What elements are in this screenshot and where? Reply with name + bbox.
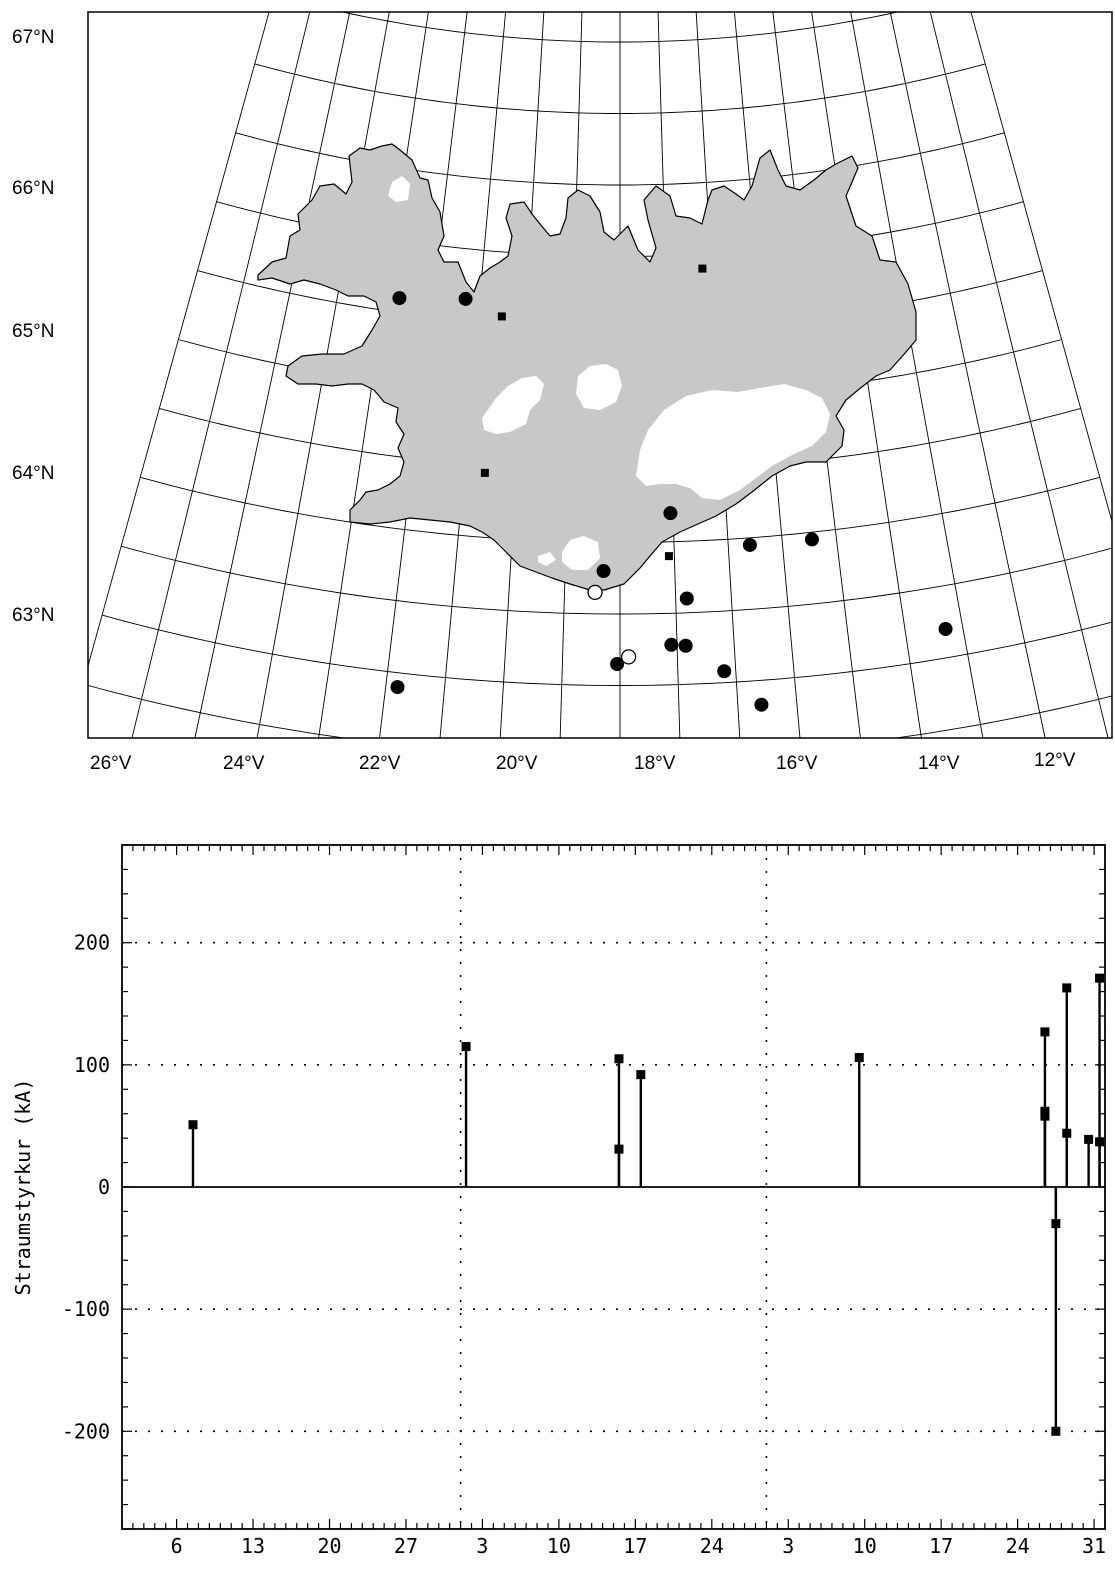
map-markers [390,264,953,712]
negative-strike-marker [620,649,637,665]
lat-label: 63°N [12,605,54,626]
lat-label: 66°N [12,178,54,199]
strike-marker [1062,1128,1072,1138]
strike-marker [1084,1134,1094,1144]
x-tick-label: 24 [700,1534,724,1558]
glacier-vatnajokull [636,384,830,500]
strike-marker [636,1070,646,1080]
strike-marker [1095,1137,1105,1147]
meridian-line [194,12,351,738]
y-axis-label: Straumstyrkur (kA) [11,1079,35,1296]
positive-strike-marker [663,506,678,521]
x-tick-label: 10 [853,1534,877,1558]
glacier-langjokull [482,376,544,434]
positive-strike-marker [938,621,953,636]
positive-strike-marker [610,657,625,672]
parallel-line [88,684,1112,738]
x-tick-label: 6 [171,1534,183,1558]
station-marker [664,552,673,561]
glacier-myrdalsjokull [562,536,600,570]
x-tick-label: 31 [1082,1534,1106,1558]
lon-label: 18°V [634,753,676,774]
chart-grid [122,845,1105,1529]
positive-strike-marker [804,532,819,547]
station-marker [698,264,707,273]
y-tick-label: 100 [74,1053,110,1077]
lat-label: 65°N [12,321,54,342]
station-marker [497,312,506,321]
meridian-line [970,12,1112,524]
positive-strike-marker [679,591,694,606]
strike-marker [188,1120,198,1130]
x-tick-label: 24 [1006,1534,1030,1558]
meridian-line [88,12,270,668]
lat-label: 64°N [12,463,54,484]
longitude-labels: 26°V 24°V 22°V 20°V 18°V 16°V 14°V 12°V [90,750,1076,774]
lon-label: 26°V [90,753,132,774]
map-frame [87,11,1113,739]
positive-strike-marker [596,564,611,579]
y-tick-labels: -200 -100 0 100 200 [62,931,110,1444]
y-tick-label: -200 [62,1419,110,1443]
x-tick-label: 3 [476,1534,488,1558]
strike-marker [1040,1027,1050,1037]
y-tick-label: -100 [62,1297,110,1321]
positive-strike-marker [678,638,693,653]
lat-label: 67°N [12,27,54,48]
glacier-hofsjokull [576,364,622,410]
parallel-line [101,614,1112,686]
x-tick-label: 10 [547,1534,571,1558]
y-tick-label: 200 [74,931,110,955]
plot-frame [121,844,1106,1530]
iceland-lightning-map: 67°N 66°N 65°N 64°N 63°N 26°V 24°V 22°V … [12,11,1113,774]
x-tick-labels: 6 13 20 27 3 10 17 24 3 10 17 24 31 [171,1534,1107,1558]
positive-strike-marker [392,291,407,306]
station-marker [480,468,489,477]
latitude-labels: 67°N 66°N 65°N 64°N 63°N [12,27,54,626]
positive-strike-marker [717,664,732,679]
iceland-land [257,143,917,591]
lon-label: 16°V [776,753,818,774]
meridian-line [131,12,311,738]
x-tick-label: 20 [317,1534,341,1558]
glacier-eyjafjallajokull [538,552,556,566]
meridian-line [929,12,1109,738]
iceland-landmass [257,143,917,591]
positive-strike-marker [754,697,769,712]
strike-marker [1095,973,1105,983]
meridian-line [850,12,984,738]
positive-strike-marker [742,537,757,552]
x-tick-label: 27 [394,1534,418,1558]
lon-label: 14°V [918,753,960,774]
strike-marker [1062,983,1072,993]
strike-marker [1051,1426,1061,1436]
x-tick-label: 17 [929,1534,953,1558]
x-tick-label: 13 [241,1534,265,1558]
positive-strike-marker [458,291,473,306]
strike-marker [614,1144,624,1154]
positive-strike-marker [390,680,405,695]
strike-stems [188,973,1105,1436]
strike-marker [614,1054,624,1064]
x-tick-label: 17 [623,1534,647,1558]
strike-marker [854,1053,864,1063]
lon-label: 24°V [223,753,265,774]
glacier-drangajokull [388,176,410,202]
negative-strike-marker [587,584,603,601]
lon-label: 20°V [496,753,538,774]
strike-marker [461,1042,471,1052]
x-tick-label: 3 [782,1534,794,1558]
positive-strike-marker [664,637,679,652]
y-tick-label: 0 [98,1175,110,1199]
lon-label: 12°V [1034,750,1076,771]
lon-label: 22°V [359,753,401,774]
meridian-line [889,12,1046,738]
